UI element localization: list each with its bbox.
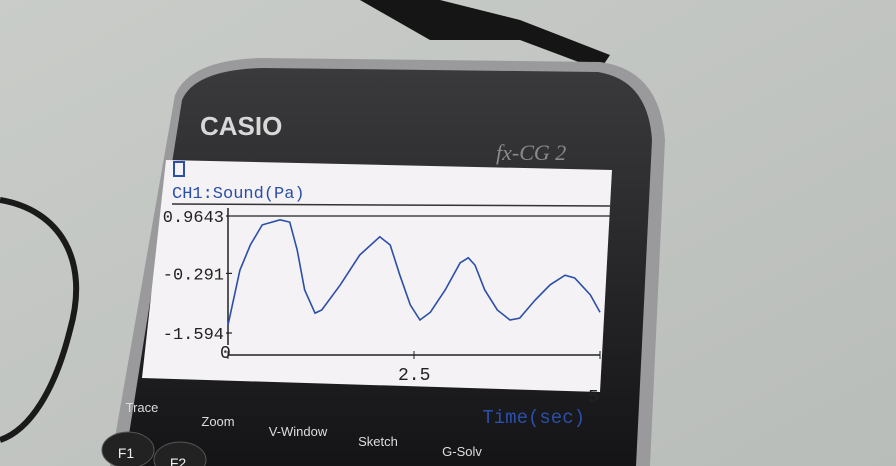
y-tick-label: -0.291 <box>163 266 224 285</box>
photo: CASIO fx-CG 2 Trace Zoom V-Window Sketch G-S… <box>0 0 896 466</box>
chart-title: CH1:Sound(Pa) <box>172 185 305 204</box>
x-tick-label: 2.5 <box>398 366 430 386</box>
x-tick-label: 5 <box>588 388 599 408</box>
model: fx-CG 2 <box>496 140 566 165</box>
button-label: Zoom <box>201 414 234 429</box>
y-tick-label: -1.594 <box>163 326 224 345</box>
x-axis-label: Time(sec) <box>482 407 585 429</box>
y-tick-label: 0.9643 <box>163 209 224 228</box>
key-label: F2 <box>170 455 187 466</box>
button-label: Trace <box>126 400 159 415</box>
button-label: G-Solv <box>442 444 482 459</box>
key-label: F1 <box>118 445 135 461</box>
button-label: V-Window <box>269 424 328 439</box>
brand: CASIO <box>200 111 282 141</box>
button-label: Sketch <box>358 434 398 449</box>
x-tick-label: 0 <box>220 344 231 364</box>
